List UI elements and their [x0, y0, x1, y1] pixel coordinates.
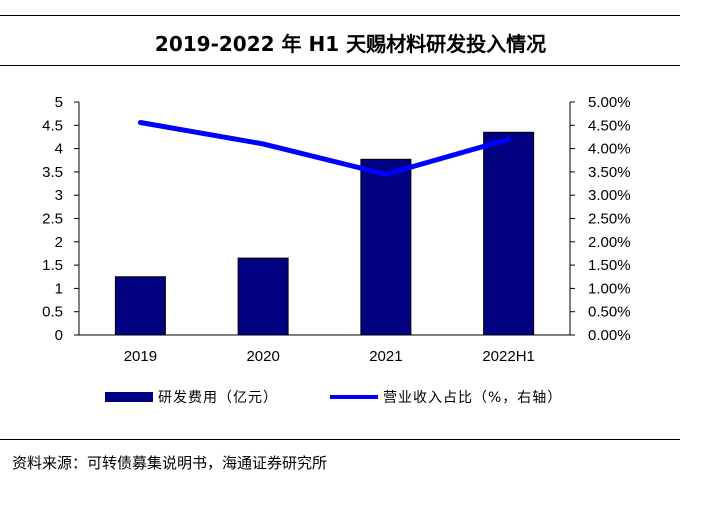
- left-tick-label: 5: [55, 94, 63, 111]
- right-tick-label: 4.50%: [588, 117, 631, 134]
- legend-bar-label: 研发费用（亿元）: [158, 390, 278, 406]
- legend: 研发费用（亿元） 营业收入占比（%，右轴）: [105, 390, 562, 406]
- right-tick-label: 4.00%: [588, 141, 631, 158]
- bar-2019: [114, 276, 166, 336]
- x-tick-label: 2021: [369, 348, 402, 365]
- chart-area: 0 0.5 1 1.5 2 2.5 3 3.5 4 4.5 5 0.00% 0.50% 1.00% 1.50…: [42, 94, 631, 406]
- left-tick-label: 3: [55, 187, 63, 204]
- right-tick-label: 0.50%: [588, 304, 631, 321]
- right-tick-label: 0.00%: [588, 327, 631, 344]
- x-tick-label: 2020: [246, 348, 279, 365]
- right-tick-label: 2.00%: [588, 234, 631, 251]
- right-tick-label: 1.00%: [588, 280, 631, 297]
- left-tick-label: 1: [55, 280, 63, 297]
- left-tick-label: 4.5: [42, 117, 63, 134]
- top-rule: [0, 15, 680, 16]
- bottom-rule: [0, 439, 680, 440]
- left-tick-label: 0.5: [42, 304, 63, 321]
- left-tick-label: 2.5: [42, 211, 63, 228]
- x-tick-label: 2022H1: [482, 348, 535, 365]
- right-tick-label: 1.50%: [588, 257, 631, 274]
- ratio-line: [137, 120, 512, 177]
- left-tick-label: 2: [55, 234, 63, 251]
- right-tick-label: 2.50%: [588, 211, 631, 228]
- left-tick-label: 0: [55, 327, 63, 344]
- legend-bar-swatch: [105, 392, 153, 402]
- left-tick-label: 4: [55, 141, 63, 158]
- bar-2020: [237, 257, 289, 336]
- bar-2021: [360, 158, 412, 336]
- title-rule: [0, 65, 680, 66]
- bar-2022H1: [483, 131, 535, 336]
- right-tick-label: 3.00%: [588, 187, 631, 204]
- legend-line-label: 营业收入占比（%，右轴）: [383, 390, 562, 406]
- right-tick-label: 3.50%: [588, 164, 631, 181]
- left-tick-label: 1.5: [42, 257, 63, 274]
- source-note: 资料来源：可转债募集说明书，海通证券研究所: [12, 454, 328, 472]
- x-tick-label: 2019: [124, 348, 157, 365]
- chart-title: 2019-2022 年 H1 天赐材料研发投入情况: [154, 32, 547, 56]
- left-tick-label: 3.5: [42, 164, 63, 181]
- right-tick-label: 5.00%: [588, 94, 631, 111]
